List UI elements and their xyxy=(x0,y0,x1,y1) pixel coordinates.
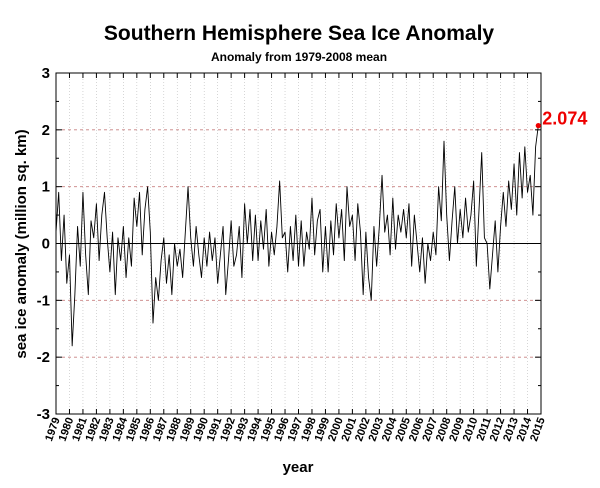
y-tick-label: 1 xyxy=(42,179,50,196)
y-tick-label: -3 xyxy=(37,406,50,423)
y-tick-label: 0 xyxy=(42,236,50,253)
highlight-layer: 2.074 xyxy=(535,109,587,129)
chart-title: Southern Hemisphere Sea Ice Anomaly xyxy=(104,22,495,45)
chart-subtitle: Anomaly from 1979-2008 mean xyxy=(211,50,387,64)
y-axis-label: sea ice anomaly (million sq. km) xyxy=(13,129,30,358)
series-layer xyxy=(55,125,539,347)
latest-value-point xyxy=(535,123,541,129)
reference-lines xyxy=(56,129,541,358)
latest-value-label: 2.074 xyxy=(542,109,587,129)
y-ticks: 3 2 1 0 -1 -2 -3 xyxy=(37,65,541,423)
y-tick-label: 3 xyxy=(42,65,50,82)
y-tick-label: 2 xyxy=(42,122,50,139)
x-axis-label: year xyxy=(283,459,314,476)
x-ticks: 1979198019811982198319841985198619871988… xyxy=(43,73,548,443)
y-tick-label: -1 xyxy=(37,292,50,309)
y-tick-label: -2 xyxy=(37,349,50,366)
series-line xyxy=(55,125,539,347)
